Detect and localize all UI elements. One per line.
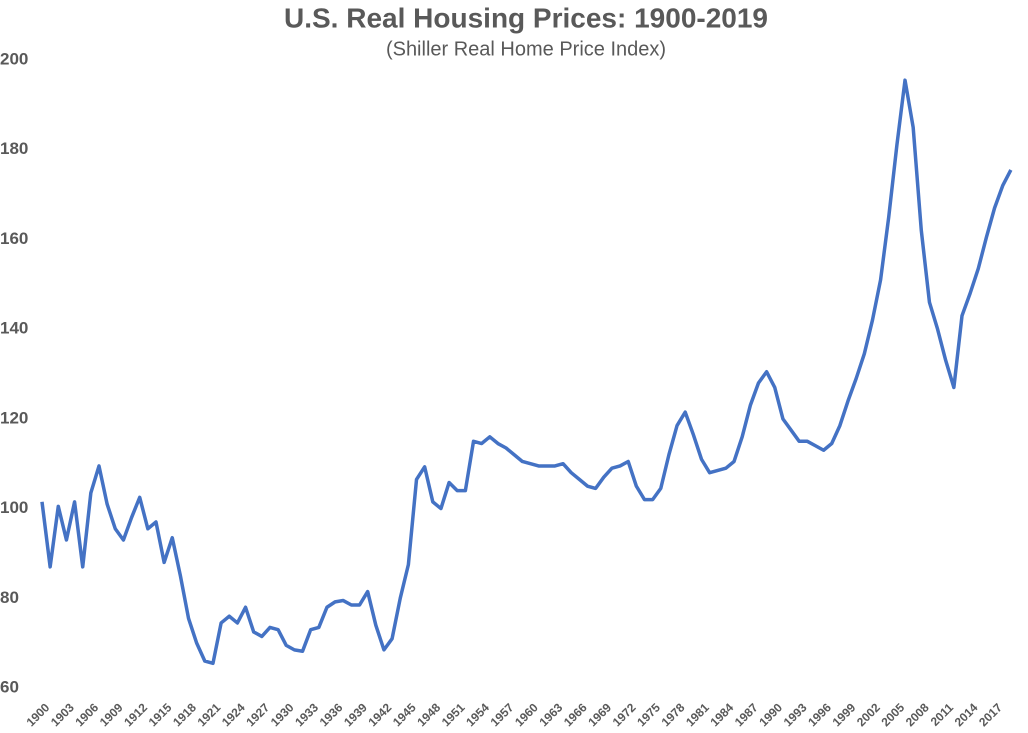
y-tick-label: 160: [0, 229, 28, 248]
x-tick-label: 1960: [512, 700, 541, 729]
x-tick-label: 1948: [414, 700, 443, 729]
y-tick-label: 200: [0, 49, 28, 68]
x-tick-label: 1927: [243, 700, 272, 729]
y-tick-label: 180: [0, 139, 28, 158]
x-tick-label: 1966: [561, 700, 590, 729]
x-tick-label: 1975: [634, 700, 663, 729]
x-tick-label: 1942: [366, 700, 395, 729]
x-tick-label: 1999: [830, 700, 859, 729]
y-tick-label: 80: [0, 588, 19, 607]
y-tick-label: 60: [0, 677, 19, 696]
x-tick-label: 1984: [707, 700, 736, 729]
x-tick-label: 1918: [170, 700, 199, 729]
x-tick-label: 1981: [683, 700, 712, 729]
chart-subtitle: (Shiller Real Home Price Index): [386, 38, 666, 60]
x-tick-label: 1933: [292, 700, 321, 729]
x-tick-label: 1972: [610, 700, 639, 729]
x-tick-label: 1909: [97, 700, 126, 729]
x-tick-label: 1957: [488, 700, 517, 729]
x-tick-label: 1936: [317, 700, 346, 729]
x-tick-label: 1990: [756, 700, 785, 729]
x-tick-label: 1945: [390, 700, 419, 729]
x-tick-label: 2008: [903, 700, 932, 729]
x-tick-label: 1969: [585, 700, 614, 729]
y-tick-label: 100: [0, 498, 28, 517]
x-tick-label: 2011: [928, 700, 957, 729]
x-tick-label: 1987: [732, 700, 761, 729]
x-tick-label: 1954: [463, 700, 492, 729]
x-tick-label: 1996: [805, 700, 834, 729]
y-tick-label: 140: [0, 319, 28, 338]
x-tick-label: 2014: [952, 700, 981, 729]
chart-title: U.S. Real Housing Prices: 1900-2019: [284, 2, 768, 33]
x-tick-label: 1993: [781, 700, 810, 729]
x-tick-label: 1924: [219, 700, 248, 729]
x-tick-label: 1930: [268, 700, 297, 729]
x-tick-label: 1963: [537, 700, 566, 729]
x-tick-label: 1912: [121, 700, 150, 729]
x-tick-label: 1939: [341, 700, 370, 729]
x-tick-label: 1921: [195, 700, 224, 729]
x-tick-label: 1951: [439, 700, 468, 729]
y-tick-label: 120: [0, 408, 28, 427]
x-tick-label: 1900: [24, 700, 53, 729]
x-tick-label: 2005: [878, 700, 907, 729]
x-tick-label: 1978: [659, 700, 688, 729]
x-tick-label: 1903: [48, 700, 77, 729]
x-tick-label: 1906: [72, 700, 101, 729]
x-tick-label: 1915: [146, 700, 175, 729]
x-tick-label: 2002: [854, 700, 883, 729]
data-line: [40, 78, 1013, 666]
x-tick-label: 2017: [976, 700, 1005, 729]
